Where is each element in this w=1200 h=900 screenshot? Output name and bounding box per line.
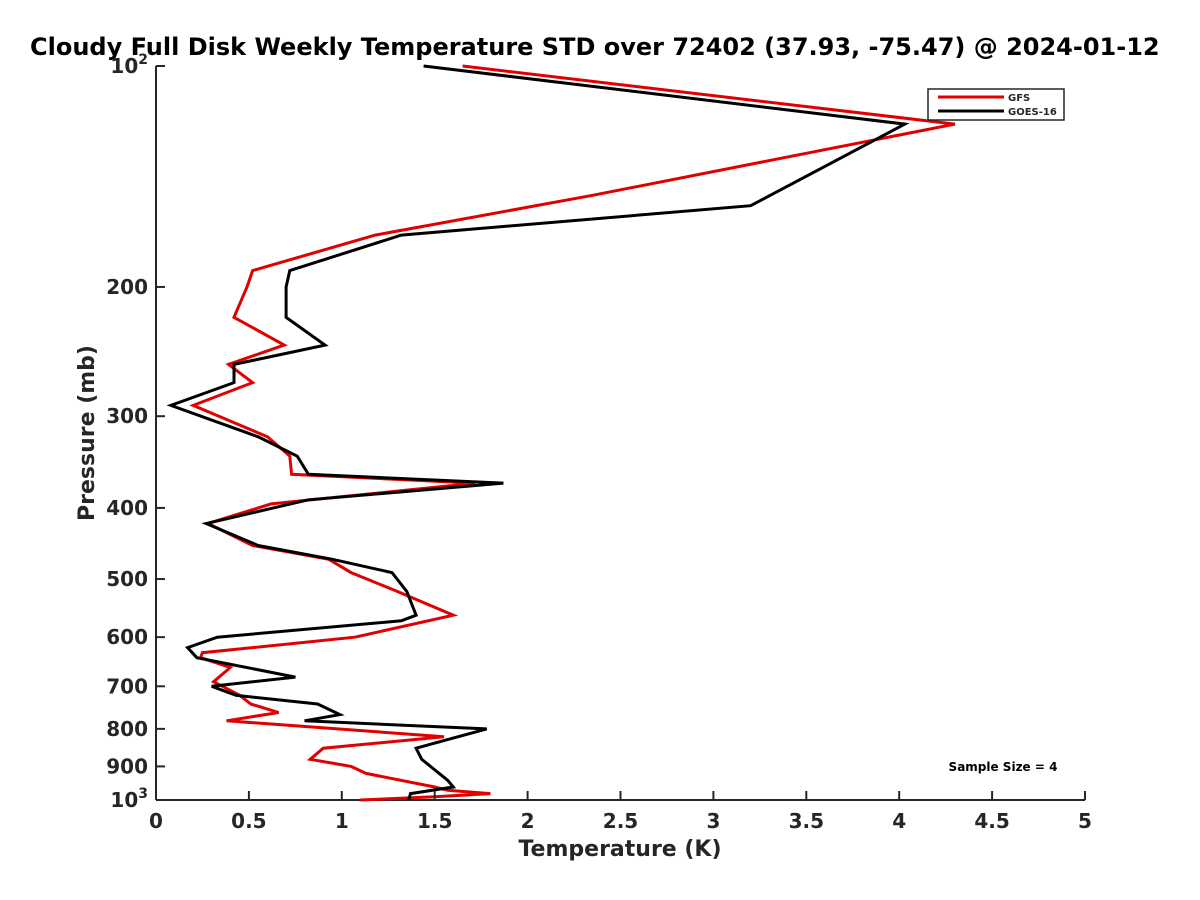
series-line-gfs (189, 64, 956, 802)
y-axis-ticks: 102 200 300 400 500 600 700 800 900 103 (106, 52, 165, 812)
y-tick-label: 700 (106, 674, 148, 698)
x-tick-label: 3.5 (789, 809, 824, 833)
legend-label: GOES-16 (1008, 107, 1057, 118)
y-tick-label: 400 (106, 496, 148, 520)
x-tick-label: 2 (521, 809, 535, 833)
axes-frame (155, 66, 1085, 801)
x-tick-label: 0.5 (231, 809, 266, 833)
series-line-goes-16 (166, 64, 910, 801)
x-tick-label: 5 (1078, 809, 1092, 833)
x-tick-label: 1 (335, 809, 349, 833)
x-tick-label: 4 (892, 809, 906, 833)
legend: GFS GOES-16 (927, 88, 1065, 121)
x-axis-label: Temperature (K) (518, 837, 721, 862)
y-tick-label: 300 (106, 404, 148, 428)
x-tick-label: 4.5 (974, 809, 1009, 833)
chart-title: Cloudy Full Disk Weekly Temperature STD … (30, 33, 1160, 61)
y-axis-label: Pressure (mb) (75, 345, 100, 521)
legend-label: GFS (1008, 93, 1030, 104)
y-tick-label: 800 (106, 717, 148, 741)
y-tick-label: 500 (106, 567, 148, 591)
x-tick-label: 3 (706, 809, 720, 833)
y-tick-label: 600 (106, 625, 148, 649)
y-tick-label: 102 (110, 52, 148, 78)
series-layer (166, 64, 956, 802)
x-tick-label: 0 (149, 809, 163, 833)
x-tick-label: 2.5 (603, 809, 638, 833)
y-tick-label: 200 (106, 275, 148, 299)
legend-box (927, 88, 1065, 121)
y-tick-label: 900 (106, 754, 148, 778)
sample-size-annotation: Sample Size = 4 (949, 760, 1058, 774)
y-tick-label: 103 (110, 786, 148, 812)
x-tick-label: 1.5 (417, 809, 452, 833)
x-axis-ticks: 0 0.5 1 1.5 2 2.5 3 3.5 4 4.5 5 (149, 791, 1092, 833)
